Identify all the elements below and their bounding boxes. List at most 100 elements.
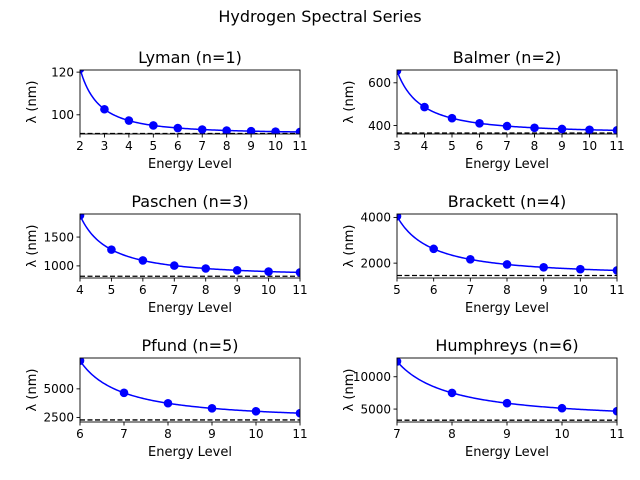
x-tick-label: 4 (76, 283, 84, 297)
x-tick-label: 11 (292, 427, 307, 441)
subplot-title: Paschen (n=3) (131, 192, 248, 211)
data-point (557, 124, 567, 134)
x-tick-label: 8 (164, 427, 172, 441)
wavelength-curve (80, 215, 300, 274)
data-point (80, 214, 85, 220)
x-tick-label: 9 (208, 427, 216, 441)
axes-frame (79, 213, 301, 279)
y-tick-label: 5000 (43, 382, 74, 396)
x-axis-label: Energy Level (148, 157, 232, 172)
data-point (466, 255, 475, 264)
data-point (119, 388, 129, 398)
y-axis-label: λ (nm) (342, 225, 357, 268)
subplot-0: 2 3 4 5 6 7 8 9 10 11 100 120 Lyman (n=1) Energy Leve… (25, 48, 308, 172)
x-tick-label: 7 (467, 283, 475, 297)
x-tick-label: 11 (292, 283, 307, 297)
x-axis-label: Energy Level (148, 445, 232, 460)
subplot-5: 7 8 9 10 11 5000 10000 Humphreys (n=6) Energy Le… (342, 336, 625, 460)
data-point (271, 127, 280, 134)
x-tick-label: 3 (101, 139, 109, 153)
data-point (612, 126, 617, 134)
data-point (173, 123, 183, 133)
data-point (251, 406, 261, 416)
x-tick-label: 8 (503, 283, 511, 297)
data-point (397, 214, 402, 221)
data-point (138, 256, 148, 265)
data-point (80, 70, 85, 74)
plot-area (397, 214, 617, 277)
subplot-2: 4 5 6 7 8 9 10 11 1000 1500 Paschen (n=3) Energy Le… (25, 192, 308, 316)
wavelength-curve (80, 360, 300, 414)
plot-area (397, 358, 617, 421)
data-point (100, 104, 109, 114)
plot-area (80, 358, 300, 421)
subplot-title: Balmer (n=2) (453, 48, 562, 67)
subplot-title: Humphreys (n=6) (435, 336, 578, 355)
x-tick-label: 4 (125, 139, 133, 153)
x-tick-label: 7 (198, 139, 206, 153)
data-point (612, 406, 617, 416)
x-tick-label: 5 (150, 139, 158, 153)
x-tick-label: 6 (430, 283, 438, 297)
axes-frame (396, 357, 618, 423)
x-tick-label: 7 (393, 427, 401, 441)
data-point (197, 125, 207, 134)
y-axis-label: λ (nm) (25, 81, 40, 124)
data-point (264, 267, 273, 276)
x-tick-label: 8 (202, 283, 210, 297)
x-tick-label: 8 (223, 139, 231, 153)
y-tick-label: 600 (368, 76, 391, 90)
axes-frame (79, 69, 301, 135)
data-point (502, 398, 512, 408)
data-point (429, 244, 438, 254)
x-tick-label: 11 (609, 139, 624, 153)
x-tick-label: 6 (139, 283, 147, 297)
x-tick-label: 7 (120, 427, 128, 441)
data-point (530, 123, 539, 133)
y-tick-label: 4000 (360, 211, 391, 225)
wavelength-curve (397, 70, 617, 132)
x-tick-label: 8 (531, 139, 539, 153)
data-point (232, 266, 242, 275)
x-tick-label: 11 (609, 283, 624, 297)
x-tick-label: 8 (448, 427, 456, 441)
x-tick-label: 7 (503, 139, 511, 153)
data-point (295, 268, 300, 277)
y-tick-label: 1000 (43, 259, 74, 273)
x-tick-label: 5 (448, 139, 456, 153)
plot-area (80, 214, 300, 277)
data-point (207, 404, 217, 413)
x-tick-label: 2 (76, 139, 84, 153)
subplot-title: Lyman (n=1) (138, 48, 242, 67)
y-tick-label: 2000 (360, 256, 391, 270)
x-tick-label: 10 (268, 139, 283, 153)
data-point (163, 398, 173, 408)
data-point (397, 358, 402, 366)
x-tick-label: 10 (582, 139, 597, 153)
x-tick-label: 5 (108, 283, 116, 297)
subplot-3: 5 6 7 8 9 10 11 2000 4000 Brackett (n=4) Energy Le… (342, 192, 625, 316)
y-tick-label: 2500 (43, 411, 74, 425)
axes-frame (79, 357, 301, 423)
x-tick-label: 10 (554, 427, 569, 441)
subplot-4: 6 7 8 9 10 11 2500 5000 Pfund (n=5) Energy Level λ… (25, 336, 308, 460)
data-point (420, 102, 429, 112)
x-tick-label: 3 (393, 139, 401, 153)
data-point (295, 127, 300, 134)
data-point (201, 264, 211, 273)
data-point (107, 245, 116, 254)
plot-area (397, 70, 617, 134)
data-point (585, 125, 594, 134)
x-tick-label: 11 (609, 427, 624, 441)
data-point (539, 263, 548, 272)
data-point (502, 260, 512, 269)
data-point (557, 403, 567, 413)
y-tick-label: 120 (51, 65, 74, 79)
y-tick-label: 5000 (360, 402, 391, 416)
x-tick-label: 6 (476, 139, 484, 153)
x-tick-label: 10 (261, 283, 276, 297)
subplot-1: 3 4 5 6 7 8 9 10 11 400 600 Balmer (n=2) Energy Leve… (342, 48, 625, 172)
y-axis-label: λ (nm) (25, 225, 40, 268)
x-tick-label: 11 (292, 139, 307, 153)
